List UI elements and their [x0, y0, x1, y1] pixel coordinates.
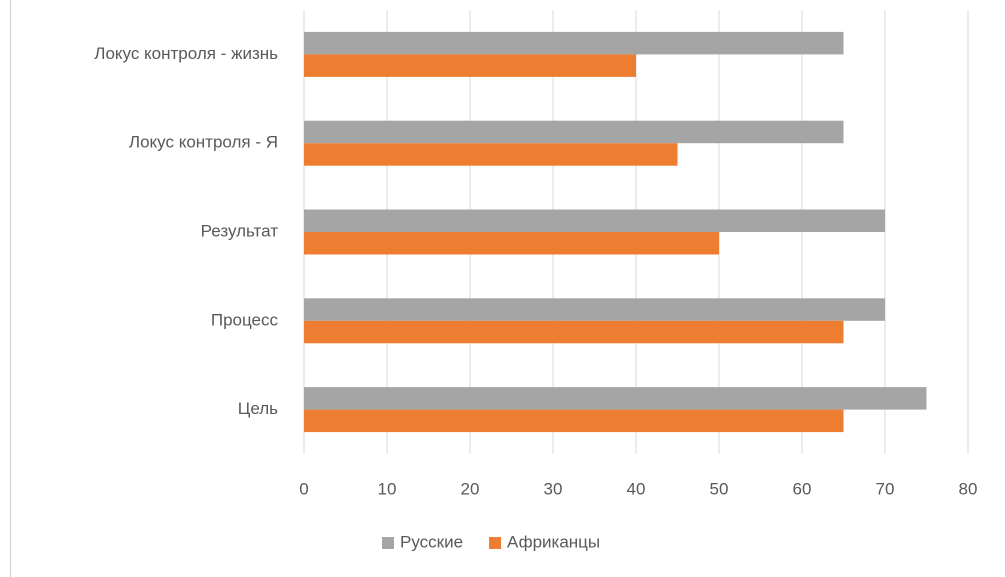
x-tick-label: 20: [461, 479, 480, 498]
x-tick-label: 30: [544, 479, 563, 498]
x-tick-label: 10: [378, 479, 397, 498]
legend-label: Африканцы: [507, 532, 600, 551]
y-tick-label: Результат: [201, 221, 279, 240]
bar: [304, 320, 844, 344]
bar: [304, 387, 927, 410]
legend-swatch: [489, 537, 502, 549]
y-tick-label: Процесс: [211, 310, 279, 329]
bar: [304, 120, 844, 144]
y-tick-label: Локус контроля - Я: [129, 133, 278, 152]
bar: [304, 54, 636, 77]
y-tick-label: Цель: [238, 399, 278, 418]
bar: [304, 143, 678, 166]
x-tick-label: 60: [793, 479, 812, 498]
bar: [304, 31, 844, 55]
x-tick-label: 40: [627, 479, 646, 498]
bar: [304, 298, 885, 321]
legend-swatch: [382, 537, 394, 549]
x-tick-label: 0: [299, 479, 308, 498]
legend-label: Русские: [400, 532, 463, 551]
bar: [304, 409, 844, 433]
bar: [304, 232, 719, 255]
bar: [304, 209, 885, 232]
y-tick-label: Локус контроля - жизнь: [94, 44, 278, 63]
x-tick-label: 80: [959, 479, 978, 498]
x-tick-label: 70: [876, 479, 895, 498]
x-tick-label: 50: [710, 479, 729, 498]
